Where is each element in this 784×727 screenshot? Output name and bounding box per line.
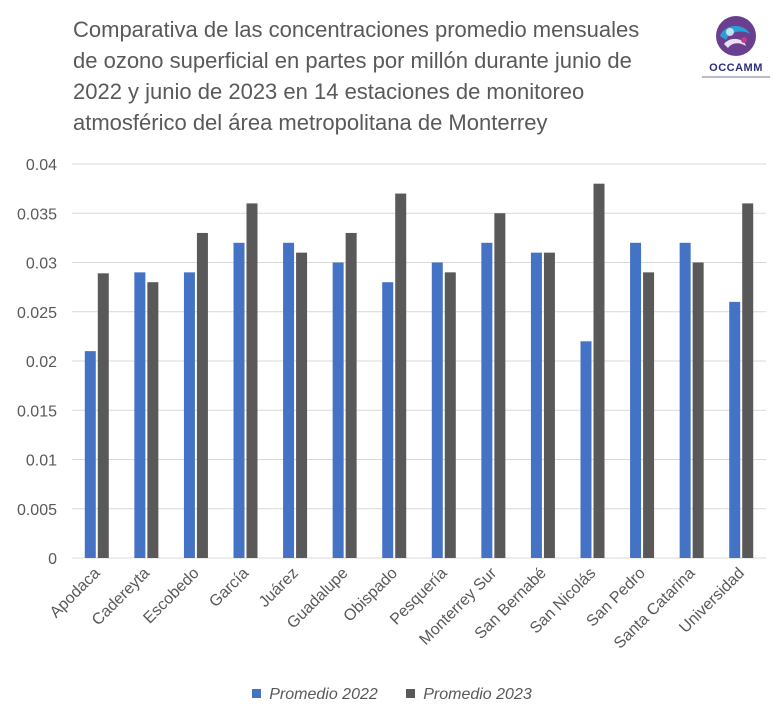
y-tick-label: 0.005 — [17, 502, 57, 519]
legend-label-2023: Promedio 2023 — [423, 686, 532, 703]
bar-2023 — [196, 232, 208, 558]
logo-underline — [702, 76, 770, 78]
bar-2022 — [134, 272, 146, 558]
bar-2023 — [147, 282, 159, 558]
y-tick-label: 0.02 — [26, 354, 57, 371]
legend-item-2022: Promedio 2022 — [252, 686, 378, 704]
y-tick-label: 0.03 — [26, 256, 57, 273]
bars — [84, 183, 754, 559]
chart-title: Comparativa de las concentraciones prome… — [73, 14, 683, 138]
bar-2023 — [97, 273, 109, 558]
bar-2022 — [481, 242, 493, 559]
x-category-label: García — [206, 565, 252, 611]
bar-2022 — [679, 242, 691, 559]
legend: Promedio 2022 Promedio 2023 — [0, 686, 784, 704]
y-axis-ticks: 0 0.005 0.01 0.015 0.02 0.025 0.03 0.035 0.04 — [17, 157, 57, 568]
legend-swatch-2023 — [406, 689, 416, 698]
y-tick-label: 0.01 — [26, 453, 57, 470]
logo-text: OCCAMM — [709, 62, 763, 74]
y-tick-label: 0.04 — [26, 157, 57, 174]
y-tick-label: 0.025 — [17, 305, 57, 322]
bar-2023 — [296, 252, 308, 558]
bar-2022 — [431, 262, 443, 558]
bar-2022 — [580, 341, 592, 558]
y-tick-label: 0 — [48, 551, 57, 568]
bar-2023 — [692, 262, 704, 558]
title-line-3: 2022 y junio de 2023 en 14 estaciones de… — [73, 79, 585, 104]
y-tick-label: 0.015 — [17, 403, 57, 420]
bar-2023 — [345, 232, 357, 558]
title-line-2: de ozono superficial en partes por milló… — [73, 48, 632, 73]
bar-2022 — [183, 272, 195, 558]
bar-2023 — [593, 183, 605, 558]
bar-2022 — [84, 351, 96, 558]
x-category-label: Juárez — [256, 565, 302, 611]
legend-label-2022: Promedio 2022 — [269, 686, 378, 703]
legend-swatch-2022 — [252, 689, 262, 698]
title-line-4: atmosférico del área metropolitana de Mo… — [73, 110, 548, 135]
bar-2023 — [494, 213, 506, 558]
gridlines — [72, 163, 766, 559]
bar-2023 — [543, 252, 555, 558]
title-line-1: Comparativa de las concentraciones prome… — [73, 17, 640, 42]
bar-2023 — [444, 272, 456, 558]
bar-2022 — [283, 242, 295, 559]
bar-2023 — [395, 193, 407, 559]
occamm-logo — [716, 16, 756, 56]
bar-2022 — [530, 252, 542, 558]
bar-2023 — [643, 272, 655, 558]
legend-item-2023: Promedio 2023 — [406, 686, 532, 704]
bar-2022 — [382, 282, 394, 558]
bar-2023 — [742, 203, 754, 558]
y-tick-label: 0.035 — [17, 206, 57, 223]
bar-2022 — [729, 301, 741, 558]
bar-2022 — [630, 242, 642, 559]
bar-2022 — [233, 242, 245, 559]
bar-2022 — [332, 262, 344, 558]
bar-2023 — [246, 203, 258, 558]
